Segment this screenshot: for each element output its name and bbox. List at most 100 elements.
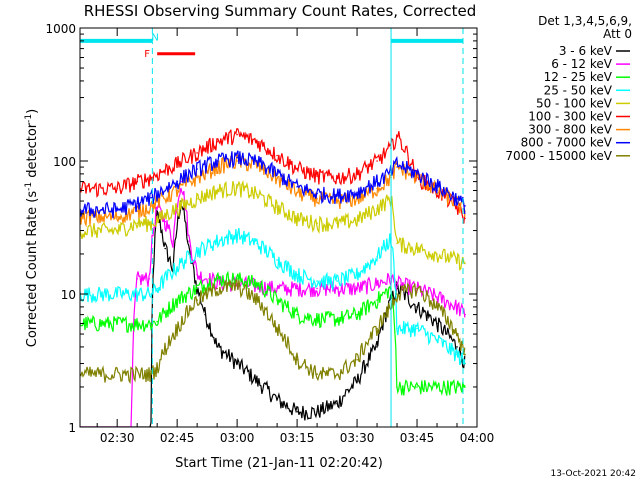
series-point (296, 273, 298, 276)
plot-area: FN (80, 28, 466, 427)
series-point (276, 327, 278, 330)
series-point (150, 196, 152, 199)
series-line (80, 180, 466, 271)
series-point (172, 240, 174, 242)
series-point (336, 287, 338, 290)
series-point (276, 287, 278, 290)
series-point (436, 322, 438, 325)
series-point (156, 213, 158, 215)
series-point (236, 160, 238, 162)
series-point (356, 219, 358, 221)
series-point (188, 240, 190, 242)
series-point (316, 192, 318, 195)
series-point (336, 222, 338, 225)
series-line (80, 150, 466, 219)
series-point (116, 216, 118, 218)
series-point (236, 133, 238, 136)
series-point (316, 280, 318, 282)
series-point (164, 247, 166, 250)
series-point (316, 287, 318, 290)
series-point (136, 278, 138, 280)
legend-label: 25 - 50 keV (544, 83, 613, 97)
flag-label: N (151, 33, 158, 44)
series-point (316, 373, 318, 375)
series-point (196, 152, 198, 154)
series-point (376, 187, 378, 190)
series-point (456, 333, 458, 335)
series-point (276, 177, 278, 180)
series-point (156, 320, 158, 323)
x-axis-label: Start Time (21-Jan-11 02:20:42) (175, 456, 383, 471)
series-point (376, 180, 378, 183)
series-line (80, 153, 466, 228)
series-line (80, 278, 466, 385)
series-point (436, 386, 438, 388)
series-7000to15000keV-kev (80, 278, 466, 385)
series-point (316, 222, 318, 225)
series-point (316, 411, 318, 413)
series-point (176, 327, 178, 330)
y-axis-label-part-3: ) (25, 109, 40, 114)
series-point (336, 200, 338, 202)
legend-label: 7000 - 15000 keV (505, 149, 612, 163)
series-point (150, 373, 152, 375)
series-point (150, 176, 152, 179)
series-point (356, 313, 358, 316)
series-point (356, 273, 358, 276)
series-point (196, 299, 198, 301)
y-axis-label-part-1: Corrected Count Rate (s (25, 191, 40, 348)
series-point (416, 386, 418, 388)
plot-frame (79, 27, 478, 428)
series-point (256, 299, 258, 301)
legend-label: 50 - 100 keV (536, 96, 613, 110)
series-point (276, 154, 278, 157)
series-point (276, 206, 278, 208)
x-tick-label: 04:00 (460, 431, 495, 445)
series-point (396, 327, 398, 330)
y-tick-label: 10 (61, 288, 76, 302)
series-point (236, 186, 238, 189)
y-tick-label: 1 (68, 421, 76, 435)
series-point (456, 198, 458, 200)
series-point (236, 156, 238, 159)
series-point (416, 287, 418, 290)
series-point (116, 229, 118, 232)
series-point (150, 222, 152, 225)
series-point (196, 168, 198, 170)
series-point (416, 176, 418, 179)
series-point (456, 206, 458, 208)
series-point (464, 386, 466, 388)
series-point (256, 140, 258, 143)
series-point (256, 380, 258, 383)
series-point (156, 287, 158, 290)
series-point (196, 176, 198, 179)
series-point (436, 296, 438, 298)
series-point (296, 411, 298, 413)
series-point (456, 346, 458, 348)
series-point (216, 189, 218, 192)
series-point (464, 313, 466, 316)
series-point (416, 306, 418, 308)
series-point (376, 282, 378, 285)
series-point (436, 306, 438, 308)
series-point (376, 299, 378, 301)
series-line (80, 127, 466, 224)
series-point (176, 189, 178, 192)
series-point (116, 187, 118, 190)
series-point (296, 287, 298, 290)
series-point (376, 256, 378, 258)
series-point (376, 346, 378, 348)
series-line (80, 203, 466, 427)
series-point (176, 266, 178, 268)
chart-title: RHESSI Observing Summary Count Rates, Co… (84, 2, 477, 20)
series-point (256, 282, 258, 285)
series-point (316, 318, 318, 320)
series-point (336, 280, 338, 282)
series-point (216, 287, 218, 290)
series-point (296, 186, 298, 188)
series-point (196, 287, 198, 290)
series-point (216, 346, 218, 348)
series-point (176, 299, 178, 301)
legend-label: 300 - 800 keV (528, 123, 612, 137)
